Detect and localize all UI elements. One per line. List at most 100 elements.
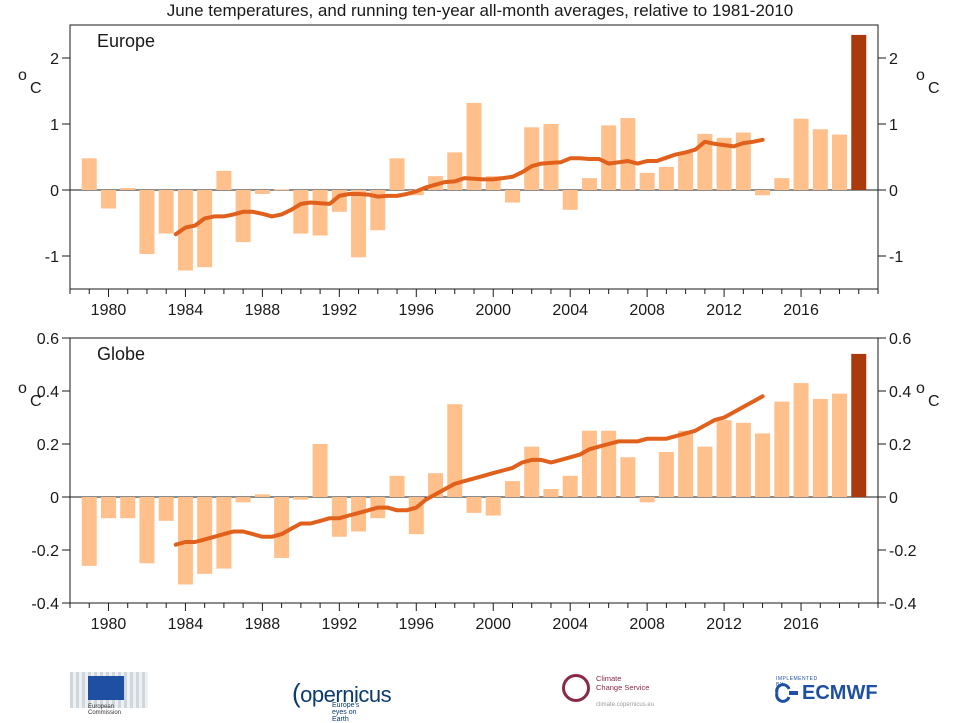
bar-2007	[620, 118, 636, 190]
copernicus-wordmark: (opernicus	[292, 678, 392, 708]
y-tick-label-left: -0.2	[31, 543, 59, 560]
y-tick-label-left: 1	[50, 117, 59, 134]
y-tick-label-left: 2	[50, 51, 59, 68]
bar-2005	[581, 430, 597, 497]
bar-2015	[774, 401, 790, 497]
bar-1985	[197, 190, 213, 268]
unit-celsius-left: C	[30, 393, 42, 410]
chart-title: June temperatures, and running ten-year …	[166, 1, 794, 20]
y-tick-label-right: -0.2	[889, 543, 917, 560]
bar-2012	[716, 137, 732, 190]
unit-degree-right: o	[916, 67, 925, 84]
bar-1979	[81, 158, 97, 190]
bar-2008	[639, 172, 655, 190]
region-label: Globe	[97, 344, 145, 364]
ecmwf-wordmark: ECMWF	[802, 682, 878, 704]
bar-1981	[120, 188, 136, 190]
bar-1986	[216, 170, 232, 190]
y-tick-label-right: 0.4	[889, 384, 911, 401]
bar-2015	[774, 178, 790, 190]
x-tick-label: 1992	[322, 302, 358, 319]
bar-1988	[254, 190, 270, 194]
bar-1989	[274, 497, 290, 558]
bar-2006	[601, 125, 617, 190]
footer-logos: European Commission (opernicus Europe's …	[0, 660, 960, 723]
bar-2005	[581, 178, 597, 190]
unit-degree-left: o	[18, 67, 27, 84]
bar-1987	[235, 190, 251, 243]
thermometer-icon	[562, 674, 590, 702]
bar-1985	[197, 497, 213, 574]
y-tick-label-left: 0	[50, 183, 59, 200]
bar-2006	[601, 430, 617, 497]
x-tick-label: 2004	[552, 302, 588, 319]
bar-2010	[678, 430, 694, 497]
bar-2018	[832, 393, 848, 497]
bar-2007	[620, 457, 636, 497]
x-tick-label: 2016	[783, 302, 819, 319]
bar-1982	[139, 190, 155, 255]
ecmwf-mark-icon	[775, 683, 798, 703]
bar-1983	[158, 497, 174, 521]
x-tick-label: 1984	[168, 616, 204, 633]
x-tick-label: 2008	[629, 302, 665, 319]
y-tick-label-left: -1	[45, 249, 59, 266]
y-tick-label-right: 0.2	[889, 437, 911, 454]
bar-2013	[735, 422, 751, 497]
globe-chart: -0.4 -0.4 -0.2 -0.2 0 0 0.2 0.2 0.4 0.4 0.6 0.6 1980…	[18, 331, 940, 633]
bar-1995	[389, 158, 405, 190]
unit-celsius-left: C	[30, 80, 42, 97]
bar-1999	[466, 497, 482, 513]
c3s-name: Climate Change Service	[596, 674, 650, 692]
y-tick-label-right: 1	[889, 117, 898, 134]
bar-1999	[466, 102, 482, 190]
y-tick-label-right: -1	[889, 249, 903, 266]
europe-chart: -1 -1 0 0 1 1 2 2 1980 1984 1988 1992 1996 2000 2004 20…	[18, 24, 940, 319]
bar-2008	[639, 497, 655, 503]
bar-2017	[812, 129, 828, 190]
x-tick-label: 1980	[91, 302, 127, 319]
bar-1994	[370, 190, 386, 231]
y-tick-label-left: 0.2	[37, 437, 59, 454]
bar-2017	[812, 398, 828, 497]
bar-1990	[293, 497, 309, 500]
bar-1988	[254, 494, 270, 497]
eu-flag-icon	[88, 676, 124, 700]
x-tick-label: 2012	[706, 302, 742, 319]
x-tick-label: 1980	[91, 616, 127, 633]
y-tick-label-left: -0.4	[31, 596, 59, 613]
bar-2001	[504, 481, 520, 497]
bar-1991	[312, 444, 328, 497]
bar-2012	[716, 420, 732, 497]
running-mean-line	[173, 137, 765, 237]
bar-1990	[293, 190, 309, 234]
bar-1983	[158, 190, 174, 234]
bar-2011	[697, 133, 713, 190]
ec-logo-text: European Commission	[88, 704, 122, 716]
bar-2009	[658, 451, 674, 497]
c3s-url: climate.copernicus.eu	[596, 702, 655, 708]
bar-2009	[658, 166, 674, 190]
y-tick-label-left: 0.4	[37, 384, 59, 401]
bar-2004	[562, 475, 578, 497]
bar-1998	[447, 404, 463, 497]
bar-2003	[543, 124, 559, 190]
bar-1979	[81, 497, 97, 566]
bar-1987	[235, 497, 251, 503]
unit-celsius-right: C	[928, 393, 940, 410]
bar-1993	[351, 190, 367, 258]
x-tick-label: 2016	[783, 616, 819, 633]
x-tick-label: 2004	[552, 616, 588, 633]
bar-2014	[755, 190, 771, 196]
x-tick-label: 2000	[475, 616, 511, 633]
bar-2002	[524, 446, 540, 497]
y-tick-label-right: -0.4	[889, 596, 917, 613]
x-tick-label: 2000	[475, 302, 511, 319]
bar-2004	[562, 190, 578, 210]
unit-degree-right: o	[916, 380, 925, 397]
bar-2002	[524, 127, 540, 190]
y-tick-label-right: 0	[889, 183, 898, 200]
region-label: Europe	[97, 31, 155, 51]
x-tick-label: 1996	[398, 616, 434, 633]
bar-2003	[543, 489, 559, 497]
